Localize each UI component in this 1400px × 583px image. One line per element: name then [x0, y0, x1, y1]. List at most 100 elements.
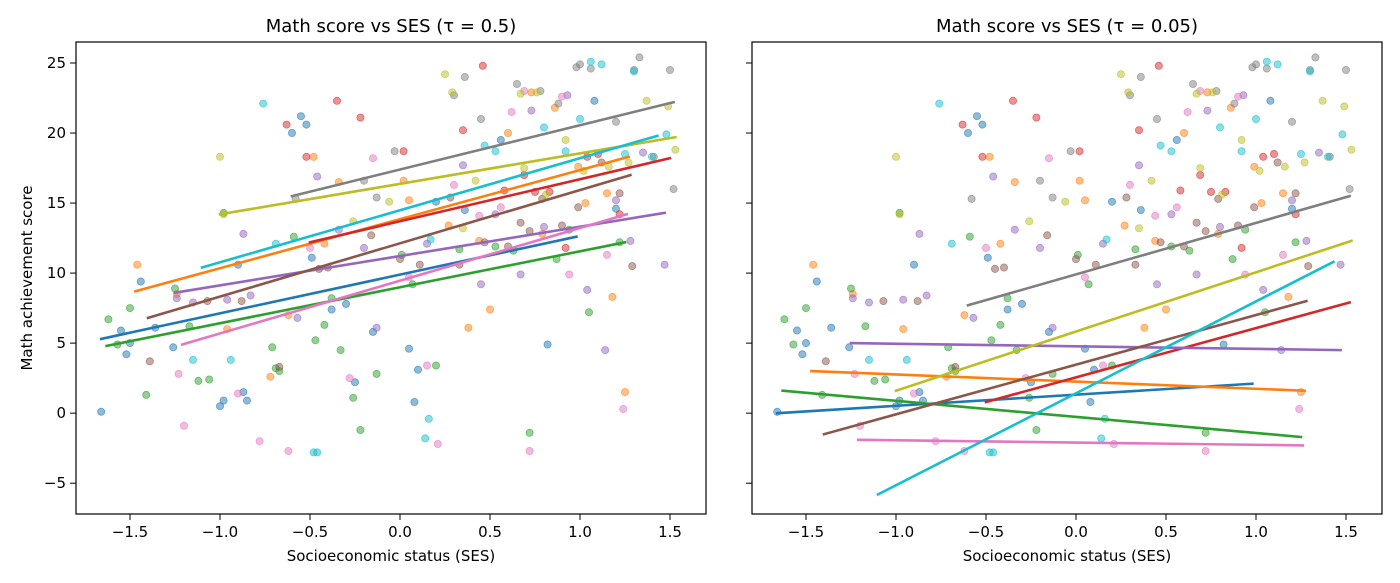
right-series-5-point [1273, 158, 1282, 167]
right-series-0-point [1219, 340, 1228, 349]
left-series-7-point [554, 99, 563, 108]
left-series-1-point [485, 305, 494, 314]
right-series-6-fit-line [856, 438, 1305, 447]
right-series-5-point [1192, 218, 1201, 227]
right-series-9-point [1167, 147, 1176, 156]
left-series-9-point [586, 57, 595, 66]
left-series-5-point [516, 218, 525, 227]
left-series-0-point [341, 299, 350, 308]
left-series-2-point [585, 308, 594, 317]
left-series-4-point [172, 294, 181, 303]
right-series-0-point [1108, 197, 1117, 206]
left-series-9-point [576, 115, 585, 124]
right-series-8-point [1255, 166, 1264, 175]
left-series-7-point [586, 64, 595, 73]
left-series-9-point [491, 147, 500, 156]
left-series-4-point [540, 222, 549, 231]
left-series-9-point [540, 123, 549, 132]
left-series-6-point [233, 389, 242, 398]
right-series-9-point [989, 448, 998, 457]
left-series-0-point [404, 344, 413, 353]
right-series-7-point [1048, 193, 1057, 202]
right-series-5-point [1291, 189, 1300, 198]
right-series-2-point [1228, 255, 1237, 264]
left-series-6-point [422, 361, 431, 370]
right-series-3-point [1237, 243, 1246, 252]
right-series-8-point [1217, 190, 1226, 199]
left-series-4-point [239, 229, 248, 238]
left-series-8-point [532, 88, 541, 97]
right-series-3-point [1196, 171, 1205, 180]
left-series-6-point [603, 250, 612, 259]
left-series-8-point [471, 176, 480, 185]
right-series-9-point [1297, 149, 1306, 158]
right-series-5-point [913, 297, 922, 306]
right-series-7-point [1262, 64, 1271, 73]
right-series-6-point [1279, 250, 1288, 259]
right-series-3-point [1176, 186, 1185, 195]
right-x-axis: −1.5 −1.0 −0.5 0.0 0.5 1.0 1.5 [788, 514, 1358, 541]
left-y-tick-label: 20 [47, 124, 66, 142]
left-series-9-point [259, 99, 268, 108]
right-series-8-point [1061, 197, 1070, 206]
right-series-5-point [879, 297, 888, 306]
left-x-tick-label: 1.0 [568, 523, 592, 541]
left-series-3-point [332, 96, 341, 105]
right-series-8-point [895, 210, 904, 219]
right-series-1-point [1284, 292, 1293, 301]
left-chart-title: Math score vs SES (τ = 0.5) [266, 16, 517, 37]
right-series-9-point [865, 355, 874, 364]
right-series-3-point [1154, 61, 1163, 70]
left-series-4-point [293, 313, 302, 322]
right-series-4-point [1192, 270, 1201, 279]
right-series-2-point [861, 322, 870, 331]
right-series-0-point [812, 277, 821, 286]
right-series-5-point [821, 357, 830, 366]
right-series-6-point [982, 243, 991, 252]
right-series-1-point [1120, 221, 1129, 230]
right-series-6-point [1172, 203, 1181, 212]
left-series-0-point [169, 343, 178, 352]
left-series-2-point [104, 315, 113, 324]
right-series-0-point [802, 339, 811, 348]
left-y-tick-label: 5 [56, 334, 66, 352]
left-series-8-point [516, 89, 525, 98]
right-series-0-point [1266, 96, 1275, 105]
left-x-tick-label: 0.5 [478, 523, 502, 541]
right-x-tick-label: 0.0 [1064, 523, 1088, 541]
left-y-tick-label: 25 [47, 54, 66, 72]
right-series-0-point [1018, 299, 1027, 308]
right-series-5-point [1201, 227, 1210, 236]
right-series-8-point [1340, 102, 1349, 111]
right-series-8-point [1192, 89, 1201, 98]
left-series-8-point [520, 164, 529, 173]
left-series-4-point [372, 323, 381, 332]
right-series-5-point [1131, 260, 1140, 269]
right-series-3-point [958, 120, 967, 129]
left-series-7-point [476, 115, 485, 124]
right-series-8-point [1347, 145, 1356, 154]
right-series-4-point [989, 172, 998, 181]
right-series-2-fit-line [781, 389, 1303, 439]
right-series-4-point [1315, 148, 1324, 157]
right-series-6-point [1183, 108, 1192, 117]
right-x-tick-label: 1.0 [1244, 523, 1268, 541]
left-series-2-point [356, 425, 365, 434]
right-series-8-point [1117, 70, 1126, 79]
left-series-6-point [255, 437, 264, 446]
left-series-0-point [327, 305, 336, 314]
left-series-5-point [367, 231, 376, 240]
right-series-0-point [964, 128, 973, 137]
left-series-2-fit-line [105, 240, 627, 348]
right-series-1-point [1279, 189, 1288, 198]
left-series-6-point [179, 421, 188, 430]
right-series-4-point [1135, 161, 1144, 170]
left-series-4-point [223, 295, 232, 304]
left-series-9-point [426, 235, 435, 244]
left-y-axis-label: Math achievement score [18, 185, 36, 370]
left-plot-area [97, 53, 680, 457]
right-series-0-point [827, 323, 836, 332]
left-series-3-point [458, 126, 467, 135]
left-series-0-point [97, 407, 106, 416]
right-series-0-point [1086, 397, 1095, 406]
